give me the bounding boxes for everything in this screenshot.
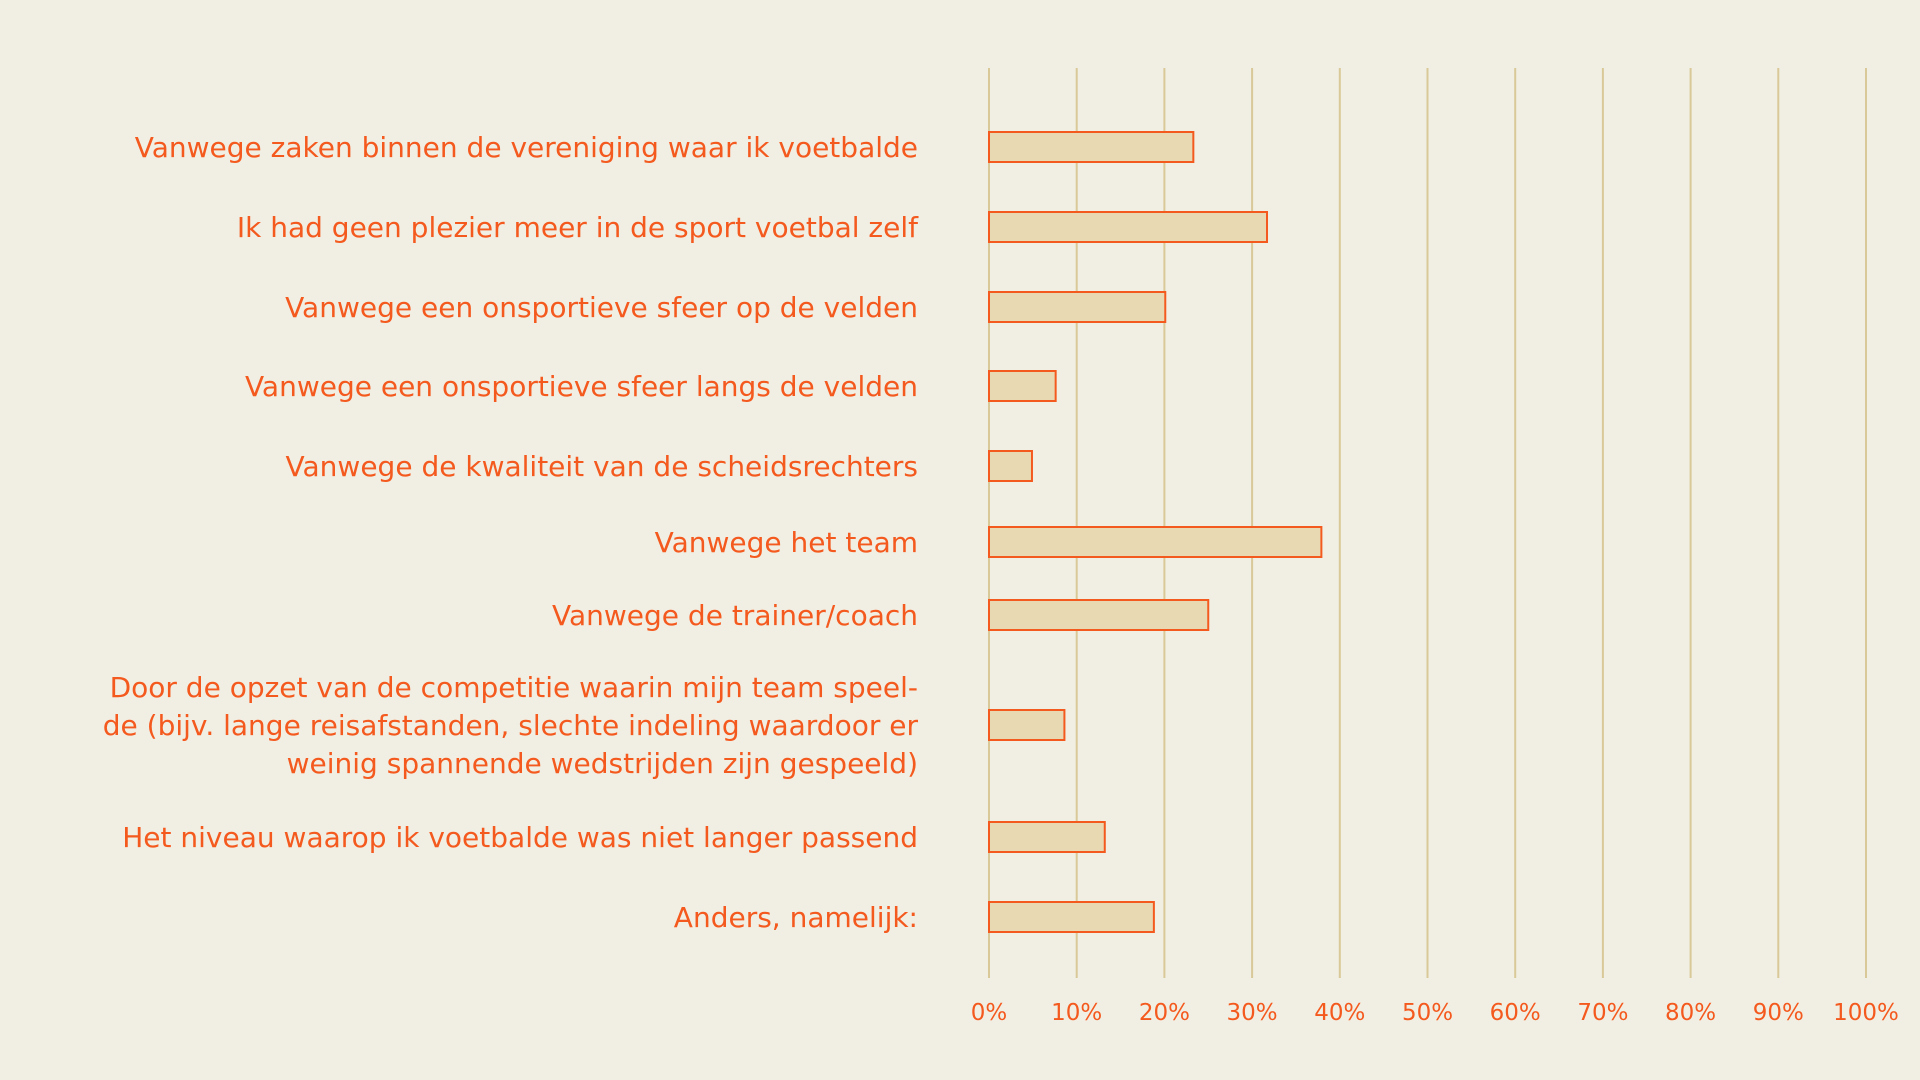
category-label-line: Vanwege een onsportieve sfeer langs de v… — [245, 370, 918, 403]
category-label: Door de opzet van de competitie waarin m… — [103, 671, 919, 780]
category-label-line: Vanwege de trainer/coach — [552, 599, 918, 632]
category-label: Vanwege een onsportieve sfeer langs de v… — [245, 370, 918, 403]
category-label-line: Ik had geen plezier meer in de sport voe… — [237, 211, 919, 244]
category-label: Vanwege de kwaliteit van de scheidsrecht… — [286, 450, 918, 483]
bar — [988, 450, 1033, 482]
category-label-line: Vanwege een onsportieve sfeer op de veld… — [285, 291, 918, 324]
bar — [988, 901, 1155, 933]
bar — [988, 821, 1106, 853]
category-label-line: Door de opzet van de competitie waarin m… — [110, 671, 918, 704]
category-label: Vanwege de trainer/coach — [552, 599, 918, 632]
bar — [988, 709, 1066, 741]
x-tick-label: 100% — [1833, 1000, 1899, 1026]
x-tick-label: 60% — [1490, 1000, 1541, 1026]
category-label-line: Vanwege het team — [655, 526, 918, 559]
x-tick-label: 20% — [1139, 1000, 1190, 1026]
grid-lines — [988, 68, 1867, 978]
category-label: Vanwege een onsportieve sfeer op de veld… — [285, 291, 918, 324]
x-tick-label: 70% — [1577, 1000, 1628, 1026]
category-label: Vanwege het team — [655, 526, 918, 559]
bars — [988, 131, 1323, 933]
category-label: Het niveau waarop ik voetbalde was niet … — [122, 821, 918, 854]
x-axis-tick-labels: 0% 10% 20% 30% 40% 50% 60% 70% 80% 90% 100% — [971, 1000, 1899, 1026]
bar — [988, 370, 1057, 402]
x-tick-label: 80% — [1665, 1000, 1716, 1026]
x-tick-label: 10% — [1051, 1000, 1102, 1026]
bar — [988, 211, 1269, 243]
category-label: Vanwege zaken binnen de vereniging waar … — [135, 131, 918, 164]
category-label-line: Het niveau waarop ik voetbalde was niet … — [122, 821, 918, 854]
category-label-line: Vanwege de kwaliteit van de scheidsrecht… — [286, 450, 918, 483]
x-tick-label: 40% — [1314, 1000, 1365, 1026]
x-tick-label: 90% — [1753, 1000, 1804, 1026]
x-tick-label: 50% — [1402, 1000, 1453, 1026]
category-label: Anders, namelijk: — [674, 901, 918, 934]
bar — [988, 291, 1167, 323]
bar — [988, 131, 1195, 163]
bar — [988, 599, 1210, 631]
x-tick-label: 30% — [1227, 1000, 1278, 1026]
category-label-line: Anders, namelijk: — [674, 901, 918, 934]
bar — [988, 526, 1323, 558]
category-label-line: de (bijv. lange reisafstanden, slechte i… — [103, 709, 919, 742]
category-label-line: Vanwege zaken binnen de vereniging waar … — [135, 131, 918, 164]
category-labels: Vanwege zaken binnen de vereniging waar … — [103, 131, 919, 934]
category-label-line: weinig spannende wedstrijden zijn gespee… — [287, 747, 918, 780]
category-label: Ik had geen plezier meer in de sport voe… — [237, 211, 919, 244]
x-tick-label: 0% — [971, 1000, 1008, 1026]
